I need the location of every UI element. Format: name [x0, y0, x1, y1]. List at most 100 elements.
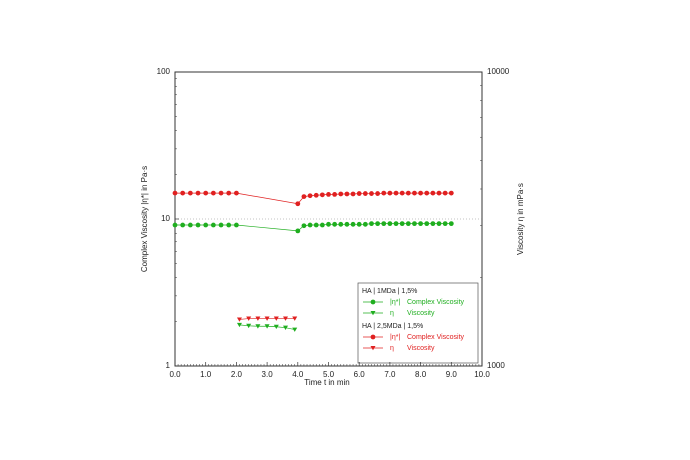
point	[273, 316, 279, 321]
point	[292, 327, 298, 332]
point	[356, 221, 362, 227]
point	[295, 228, 301, 234]
point	[387, 190, 393, 196]
x-tick-label: 7.0	[384, 370, 396, 379]
point	[264, 316, 270, 321]
legend-box	[357, 282, 479, 364]
point	[203, 190, 209, 196]
point	[381, 221, 387, 227]
point	[442, 190, 448, 196]
point	[362, 191, 368, 196]
point	[430, 190, 436, 196]
point	[399, 190, 405, 196]
point	[350, 191, 356, 197]
legend-symbol: |η*|	[390, 299, 400, 306]
point	[442, 221, 448, 227]
point	[375, 221, 381, 227]
point	[399, 221, 405, 227]
legend-marker	[370, 299, 376, 305]
x-tick-label: 8.0	[415, 370, 427, 379]
point	[218, 190, 224, 196]
point	[369, 221, 374, 227]
point	[283, 316, 289, 321]
legend-marker	[370, 334, 376, 340]
legend-group-title: HA | 2,5MDa | 1,5%	[362, 323, 423, 330]
point	[338, 191, 344, 197]
x-tick-label: 1.0	[200, 370, 212, 379]
point	[338, 221, 344, 227]
point	[412, 190, 417, 196]
legend-marker	[370, 346, 376, 351]
point	[307, 222, 313, 228]
point	[283, 325, 289, 330]
x-axis-label: Time t in min	[304, 378, 350, 387]
point	[393, 190, 399, 196]
point	[226, 190, 232, 196]
legend-label: Complex Viscosity	[407, 334, 465, 341]
point	[234, 222, 239, 228]
point	[418, 190, 423, 196]
point	[195, 190, 201, 196]
yticks-label: 100	[157, 67, 171, 76]
point	[273, 324, 279, 330]
point	[448, 190, 454, 196]
x-tick-label: 6.0	[354, 370, 366, 379]
point	[448, 221, 454, 227]
point	[424, 190, 430, 196]
point	[375, 191, 381, 196]
legend-symbol: η	[390, 310, 394, 317]
point	[332, 221, 338, 227]
point	[246, 316, 252, 321]
point	[236, 317, 242, 322]
point	[180, 190, 186, 196]
point	[319, 192, 325, 198]
point	[436, 221, 442, 227]
x-tick-label: 9.0	[446, 370, 458, 379]
point	[210, 190, 216, 196]
point	[381, 190, 387, 196]
legend-group-title: HA | 1MDa | 1,5%	[362, 288, 417, 295]
point	[264, 324, 270, 329]
x-tick-label: 5.0	[323, 370, 335, 379]
point	[236, 322, 242, 328]
legend-symbol: |η*|	[390, 334, 400, 341]
x-tick-label: 0.0	[169, 370, 181, 379]
x-tick-label: 2.0	[231, 370, 243, 379]
yticks-label: 1	[166, 361, 171, 370]
point	[362, 221, 368, 227]
point	[418, 221, 423, 227]
point	[210, 222, 216, 228]
point	[301, 223, 307, 229]
point	[255, 324, 261, 329]
point	[405, 221, 411, 227]
point	[387, 221, 393, 227]
yticks-label: 10	[161, 214, 170, 223]
point	[430, 221, 436, 227]
point	[344, 191, 350, 197]
point	[187, 190, 193, 196]
point	[436, 190, 442, 196]
x-tick-label: 10.0	[474, 370, 490, 379]
point	[295, 201, 301, 207]
point	[255, 316, 261, 321]
point	[326, 192, 331, 197]
point	[218, 222, 224, 228]
point	[369, 191, 374, 196]
point	[356, 191, 362, 196]
point	[195, 222, 201, 228]
legend-label: Viscosity	[407, 345, 435, 352]
point	[344, 221, 350, 227]
point	[246, 323, 252, 329]
point	[301, 194, 307, 200]
point	[187, 222, 193, 228]
y2ticks-label: 1000	[487, 361, 505, 370]
point	[326, 221, 331, 227]
x-tick-label: 4.0	[292, 370, 304, 379]
legend-label: Viscosity	[407, 310, 435, 317]
point	[424, 221, 430, 227]
point	[234, 190, 239, 196]
point	[172, 190, 178, 196]
y2-axis-label: Viscosity η in mPa·s	[516, 183, 525, 255]
point	[172, 222, 178, 228]
